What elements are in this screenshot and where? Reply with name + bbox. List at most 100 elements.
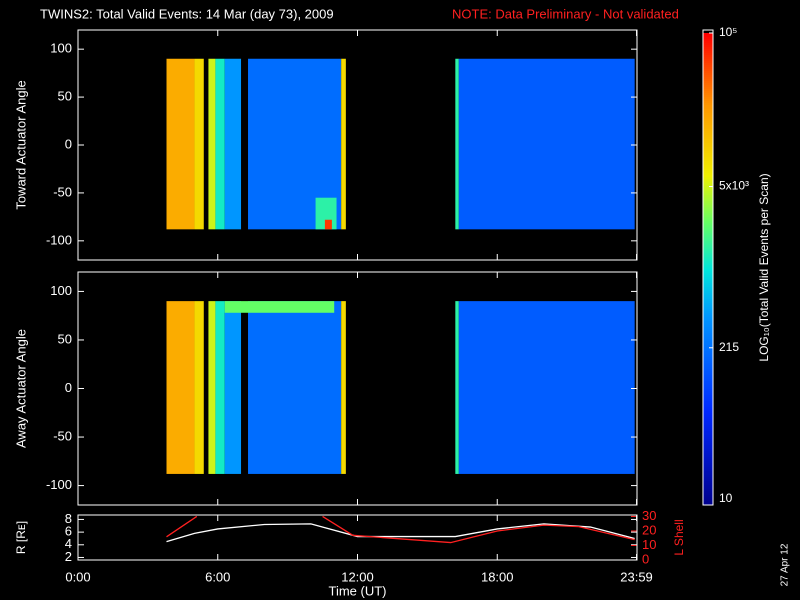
colorbar-swatch — [703, 477, 713, 480]
colorbar-swatch — [703, 375, 713, 378]
x-tick-label: 6:00 — [205, 569, 230, 584]
colorbar-swatch — [703, 227, 713, 230]
colorbar-swatch — [703, 117, 713, 120]
colorbar-swatch — [703, 63, 713, 66]
colorbar-swatch — [703, 399, 713, 402]
colorbar-swatch — [703, 461, 713, 464]
colorbar-swatch — [703, 181, 713, 184]
colorbar-swatch — [703, 451, 713, 454]
colorbar-swatch — [703, 125, 713, 128]
y-tick-label: -50 — [53, 184, 72, 199]
colorbar-swatch — [703, 319, 713, 322]
heatmap-cell — [224, 301, 242, 474]
colorbar-swatch — [703, 495, 713, 498]
colorbar-swatch — [703, 473, 713, 476]
colorbar-swatch — [703, 437, 713, 440]
colorbar-swatch — [703, 33, 713, 36]
y2-tick-label: 10 — [642, 537, 656, 552]
colorbar-swatch — [703, 299, 713, 302]
colorbar-swatch — [703, 131, 713, 134]
colorbar-swatch — [703, 457, 713, 460]
colorbar-swatch — [703, 321, 713, 324]
colorbar-swatch — [703, 343, 713, 346]
colorbar-swatch — [703, 265, 713, 268]
heatmap-cell — [455, 301, 459, 474]
colorbar-swatch — [703, 191, 713, 194]
colorbar-swatch — [703, 79, 713, 82]
colorbar-swatch — [703, 431, 713, 434]
colorbar-swatch — [703, 391, 713, 394]
colorbar-swatch — [703, 187, 713, 190]
colorbar-swatch — [703, 201, 713, 204]
colorbar-swatch — [703, 249, 713, 252]
colorbar-swatch — [703, 161, 713, 164]
panel-frame — [77, 514, 638, 561]
colorbar-swatch — [703, 239, 713, 242]
colorbar-swatch — [703, 111, 713, 114]
colorbar-swatch — [703, 121, 713, 124]
colorbar-swatch — [703, 173, 713, 176]
colorbar-swatch — [703, 489, 713, 492]
colorbar-swatch — [703, 203, 713, 206]
colorbar-swatch — [703, 41, 713, 44]
colorbar-swatch — [703, 371, 713, 374]
colorbar-swatch — [703, 143, 713, 146]
note: NOTE: Data Preliminary - Not validated — [452, 6, 679, 21]
colorbar-swatch — [703, 305, 713, 308]
x-tick-label: 18:00 — [481, 569, 514, 584]
colorbar-swatch — [703, 167, 713, 170]
y-tick-label: 2 — [65, 549, 72, 564]
colorbar-swatch — [703, 387, 713, 390]
colorbar-swatch — [703, 237, 713, 240]
colorbar-swatch — [703, 337, 713, 340]
heatmap-cell — [208, 58, 216, 230]
colorbar-swatch — [703, 197, 713, 200]
colorbar-swatch — [703, 163, 713, 166]
heatmap-cell — [341, 58, 346, 230]
colorbar-swatch — [703, 487, 713, 490]
colorbar-swatch — [703, 389, 713, 392]
colorbar-swatch — [703, 215, 713, 218]
colorbar-swatch — [703, 393, 713, 396]
colorbar-swatch — [703, 91, 713, 94]
colorbar-swatch — [703, 87, 713, 90]
colorbar-swatch — [703, 421, 713, 424]
colorbar-swatch — [703, 247, 713, 250]
colorbar-swatch — [703, 267, 713, 270]
colorbar-swatch — [703, 213, 713, 216]
colorbar-swatch — [703, 235, 713, 238]
colorbar-swatch — [703, 109, 713, 112]
colorbar-swatch — [703, 311, 713, 314]
colorbar-swatch — [703, 499, 713, 502]
colorbar-swatch — [703, 479, 713, 482]
colorbar-swatch — [703, 381, 713, 384]
x-axis-label: Time (UT) — [328, 583, 386, 598]
colorbar-tick-label: 215 — [719, 340, 739, 354]
colorbar-swatch — [703, 383, 713, 386]
y-axis-label: R [Rᴇ] — [14, 521, 28, 554]
y-tick-label: -100 — [46, 232, 72, 247]
colorbar-swatch — [703, 441, 713, 444]
colorbar-swatch — [703, 151, 713, 154]
y-tick-label: 6 — [65, 524, 72, 539]
colorbar-swatch — [703, 97, 713, 100]
colorbar-swatch — [703, 347, 713, 350]
y-tick-label: 100 — [50, 41, 72, 56]
colorbar-swatch — [703, 77, 713, 80]
colorbar-swatch — [703, 67, 713, 70]
colorbar-swatch — [703, 331, 713, 334]
colorbar-frame — [702, 29, 714, 506]
colorbar-swatch — [703, 291, 713, 294]
colorbar-swatch — [703, 199, 713, 202]
colorbar-swatch — [703, 307, 713, 310]
colorbar-swatch — [703, 261, 713, 264]
colorbar-swatch — [703, 413, 713, 416]
colorbar-swatch — [703, 293, 713, 296]
colorbar-swatch — [703, 403, 713, 406]
colorbar-swatch — [703, 53, 713, 56]
colorbar-swatch — [703, 455, 713, 458]
colorbar-swatch — [703, 377, 713, 380]
colorbar-swatch — [703, 155, 713, 158]
colorbar-swatch — [703, 503, 713, 506]
colorbar-swatch — [703, 61, 713, 64]
